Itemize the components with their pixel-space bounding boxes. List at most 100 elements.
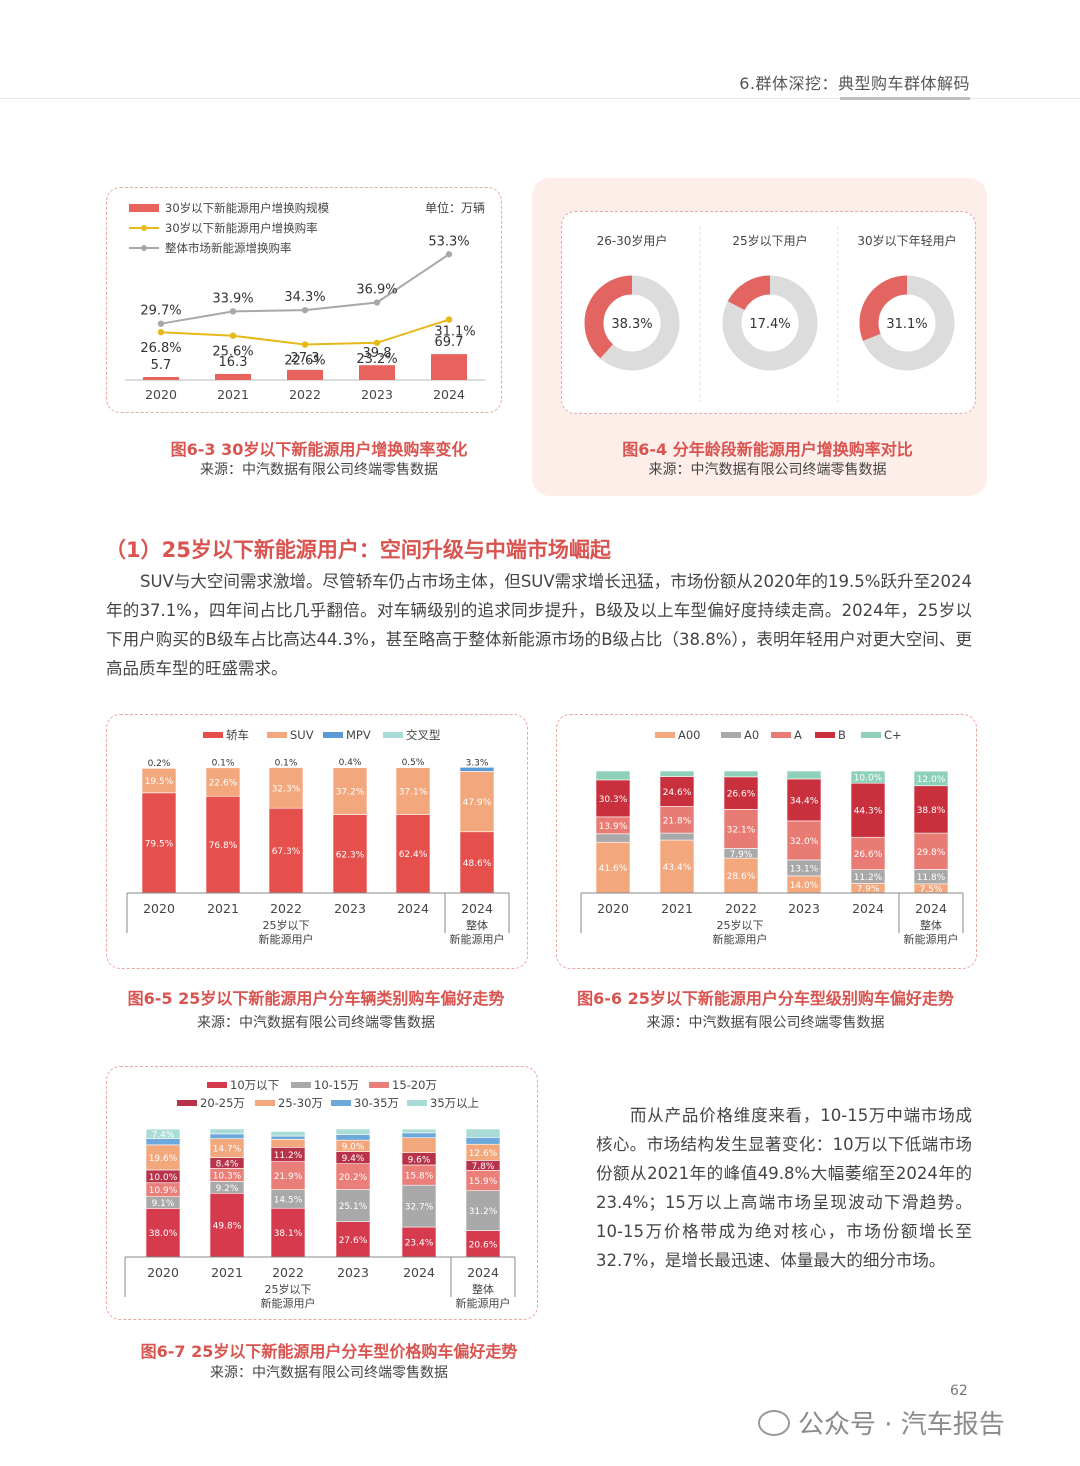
fig67-bar-segment — [401, 1137, 437, 1153]
fig66-segment-label: 21.8% — [663, 816, 692, 826]
fig64-donut-label: 31.1% — [886, 317, 927, 332]
fig63-point-label: 33.9% — [212, 291, 253, 306]
fig67-bar-segment — [465, 1128, 501, 1138]
fig67-bar-segment — [145, 1128, 181, 1139]
fig66-legend-label: B — [838, 728, 846, 742]
fig65-chart: 轿车 SUV MPV 交叉型 79.5% 19.5% 0.2% 2020 76.8% 22.6% 0… — [126, 728, 510, 946]
fig64-donut-slice — [859, 275, 955, 371]
fig66-segment-label: 26.6% — [854, 850, 883, 860]
watermark-text: 公众号 · 汽车报告 — [798, 1410, 1005, 1440]
page-number: 62 — [950, 1383, 968, 1399]
fig63-point-label: 53.3% — [428, 234, 469, 249]
fig65-segment-label: 32.3% — [272, 784, 301, 794]
fig67-bar-segment — [335, 1128, 371, 1135]
fig63-x-tick: 2020 — [145, 387, 177, 402]
fig64-donut-slice — [722, 275, 818, 371]
fig67-segment-label: 11.2% — [274, 1151, 303, 1161]
fig63-point-label: 23.2% — [356, 352, 397, 367]
fig67-bar-segment — [465, 1190, 501, 1231]
fig64-donut-label: 17.4% — [749, 317, 790, 332]
fig67-legend-swatch — [407, 1100, 427, 1106]
fig63-point — [445, 251, 453, 258]
fig66-segment-label: 10.0% — [854, 774, 883, 784]
fig67-legend-label: 30-35万 — [354, 1096, 399, 1110]
fig67-segment-label: 9.2% — [216, 1184, 239, 1194]
fig66-segment-label: 43.4% — [663, 863, 692, 873]
fig67-segment-label: 10.9% — [149, 1186, 178, 1196]
fig67-segment-label: 9.6% — [408, 1155, 431, 1165]
fig66-bar-segment — [595, 770, 631, 781]
fig67-segment-label: 20.6% — [469, 1240, 498, 1250]
fig67-bar-segment — [465, 1230, 501, 1258]
fig65-group-label: 25岁以下 — [263, 918, 310, 932]
fig63-line-young — [160, 318, 450, 346]
fig66-segment-label: 28.6% — [727, 872, 756, 882]
fig65-bar-segment — [395, 814, 431, 894]
fig63-point — [373, 299, 381, 306]
fig66-x-tick: 2024 — [915, 901, 947, 916]
fig67-bar-segment — [401, 1128, 437, 1134]
fig67-legend-swatch — [331, 1100, 351, 1106]
fig63-legend-swatch-bar — [129, 204, 159, 212]
fig65-bar-segment — [205, 795, 241, 894]
fig66-legend-label: A00 — [678, 728, 701, 742]
fig65-segment-label: 48.6% — [463, 859, 492, 869]
fig63-bar-label: 5.7 — [151, 358, 172, 373]
fig67-legend-swatch — [369, 1082, 389, 1088]
fig64-chart: 26-30岁用户 38.3% 25岁以下用户 17.4% 30岁以下年轻用户 31.1% — [584, 226, 957, 402]
fig66-segment-label: 29.8% — [917, 848, 946, 858]
fig63-x-tick: 2022 — [289, 387, 321, 402]
fig63-point-label: 34.3% — [284, 290, 325, 305]
fig65-segment-label: 0.5% — [402, 758, 425, 768]
fig67-legend-label: 15-20万 — [392, 1078, 437, 1092]
fig65-segment-label: 22.6% — [209, 778, 238, 788]
fig66-segment-label: 7.9% — [730, 850, 753, 860]
fig63-point — [373, 339, 381, 346]
fig65-bar-segment — [459, 831, 495, 894]
fig67-legend-swatch — [255, 1100, 275, 1106]
fig67-bar-segment — [401, 1226, 437, 1258]
fig65-group-label: 整体 — [466, 918, 488, 932]
fig67-segment-label: 21.9% — [274, 1172, 303, 1182]
fig65-segment-label: 76.8% — [209, 841, 238, 851]
fig63-bar — [215, 373, 251, 380]
fig66-bar-segment — [723, 770, 759, 778]
fig63-point — [229, 332, 237, 339]
fig66-segment-label: 38.8% — [917, 806, 946, 816]
fig66-segment-label: 7.3% — [602, 762, 625, 772]
fig64-source: 来源：中汽数据有限公司终端零售数据 — [648, 462, 887, 478]
fig65-x-tick: 2022 — [270, 901, 302, 916]
section-title: （1）25岁以下新能源用户：空间升级与中端市场崛起 — [105, 538, 611, 562]
fig66-legend-label: C+ — [884, 728, 902, 742]
fig65-x-tick: 2023 — [334, 901, 366, 916]
fig66-group-label: 25岁以下 — [717, 918, 764, 932]
fig67-bar-segment — [270, 1131, 306, 1137]
fig63-legend-marker2 — [141, 245, 147, 251]
fig65-bar-segment — [395, 767, 431, 815]
fig67-legend-swatch — [177, 1100, 197, 1106]
fig63-legend-label: 30岁以下新能源用户增换购规模 — [165, 201, 330, 215]
fig67-bar-segment — [145, 1144, 181, 1171]
fig67-segment-label: 7.8% — [472, 1162, 495, 1172]
fig67-chart: 10万以下 10-15万 15-20万 20-25万 25-30万 30-35万 35万以上… — [124, 1078, 516, 1310]
fig66-bar-segment — [913, 785, 949, 834]
fig67-segment-label: 10.3% — [213, 1171, 242, 1181]
section-paragraph-2: 而从产品价格维度来看，10-15万中端市场成核心。市场结构发生显著变化：10万以… — [596, 1106, 972, 1270]
fig67-segment-label: 9.0% — [342, 1142, 365, 1152]
fig63-bar — [359, 365, 395, 380]
fig67-x-tick: 2021 — [211, 1265, 243, 1280]
fig67-bar-segment — [270, 1139, 306, 1148]
fig67-panel: 10万以下 10-15万 15-20万 20-25万 25-30万 30-35万 35万以上… — [106, 1066, 538, 1320]
fig66-segment-label: 4.8% — [730, 762, 753, 772]
fig64-group-label: 25岁以下用户 — [732, 233, 807, 248]
fig67-legend-label: 10万以下 — [230, 1078, 279, 1092]
fig66-segment-label: 13.1% — [790, 864, 819, 874]
fig63-x-tick: 2024 — [433, 387, 465, 402]
fig66-bar-segment — [723, 776, 759, 810]
fig66-segment-label: 12.0% — [917, 775, 946, 785]
fig63-bar — [143, 377, 179, 380]
fig66-x-tick: 2020 — [597, 901, 629, 916]
fig66-legend-swatch — [861, 732, 881, 738]
wechat-icon — [758, 1410, 790, 1436]
fig67-legend-swatch — [207, 1082, 227, 1088]
